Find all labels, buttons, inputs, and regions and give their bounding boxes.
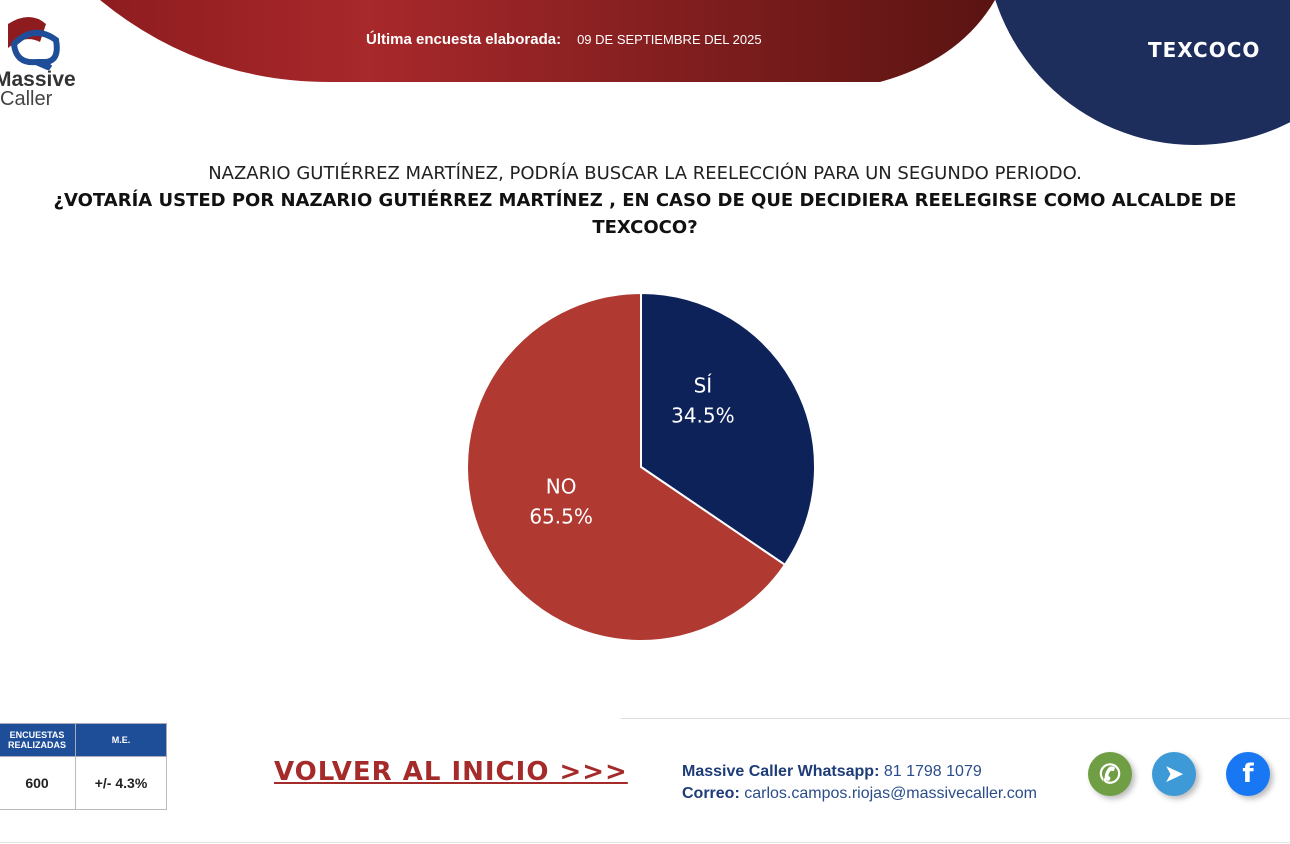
surveys-count: 600 xyxy=(0,756,76,810)
survey-stats-table: ENCUESTAS REALIZADAS M.E. 600 +/- 4.3% xyxy=(0,723,167,810)
slice-value-label: 34.5% xyxy=(671,403,735,427)
pie-slice-0 xyxy=(640,291,816,567)
slice-category-label: SÍ xyxy=(694,373,713,397)
last-update: Última encuesta elaborada: 09 DE SEPTIEMB… xyxy=(366,31,762,48)
whatsapp-number: 81 1798 1079 xyxy=(883,763,982,780)
divider xyxy=(0,842,1290,843)
header-surveys: ENCUESTAS REALIZADAS xyxy=(0,723,76,757)
facebook-icon[interactable]: f xyxy=(1226,752,1270,796)
city-title: TEXCOCO xyxy=(1148,38,1261,62)
question-intro: NAZARIO GUTIÉRREZ MARTÍNEZ, PODRÍA BUSCA… xyxy=(208,163,1082,184)
telegram-icon[interactable]: ➤ xyxy=(1152,752,1196,796)
question-text: ¿VOTARÍA USTED POR NAZARIO GUTIÉRREZ MAR… xyxy=(53,190,1237,238)
email-address[interactable]: carlos.campos.riojas@massivecaller.com xyxy=(744,785,1038,802)
header-background xyxy=(100,0,1290,145)
whatsapp-icon[interactable]: ✆ xyxy=(1088,752,1132,796)
massive-caller-logo: Massive Caller xyxy=(0,14,78,119)
slice-value-label: 65.5% xyxy=(529,505,593,529)
pie-slice-1 xyxy=(466,291,787,642)
margin-error: +/- 4.3% xyxy=(75,756,167,810)
pie-chart: SÍ 34.5% NO 65.5% xyxy=(466,291,816,642)
slice-category-label: NO xyxy=(546,475,577,499)
header-margin: M.E. xyxy=(75,723,167,757)
back-to-home-link[interactable]: VOLVER AL INICIO >>> xyxy=(274,757,628,787)
divider xyxy=(621,718,1290,719)
contact-info: Massive Caller Whatsapp: 81 1798 1079 Co… xyxy=(682,763,1038,802)
